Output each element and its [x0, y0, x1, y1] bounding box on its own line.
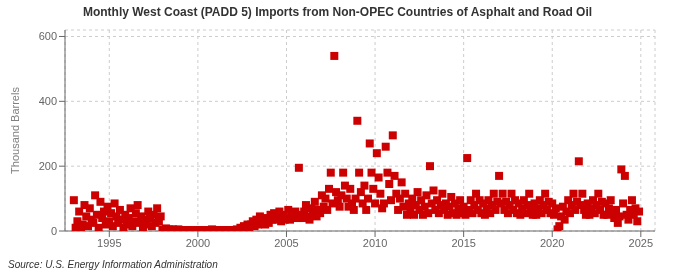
html-text:Monthly West Coast (PADD 5) Im: Monthly West Coast (PADD 5) Imports from… — [82, 5, 593, 19]
svg-text:2025: 2025 — [629, 237, 653, 249]
svg-text:200: 200 — [39, 160, 57, 172]
svg-text:400: 400 — [39, 95, 57, 107]
svg-text:0: 0 — [51, 225, 57, 237]
html-text:Source: U.S. Energy Informatio: Source: U.S. Energy Information Administ… — [8, 259, 218, 270]
svg-text:2015: 2015 — [451, 237, 475, 249]
svg-text:2000: 2000 — [186, 237, 210, 249]
svg-text:2020: 2020 — [540, 237, 564, 249]
svg-text:1995: 1995 — [97, 237, 121, 249]
svg-text:2005: 2005 — [274, 237, 298, 249]
svg-text:600: 600 — [39, 30, 57, 42]
svg-text:2010: 2010 — [363, 237, 387, 249]
svg-text:Thousand Barrels: Thousand Barrels — [9, 87, 21, 174]
